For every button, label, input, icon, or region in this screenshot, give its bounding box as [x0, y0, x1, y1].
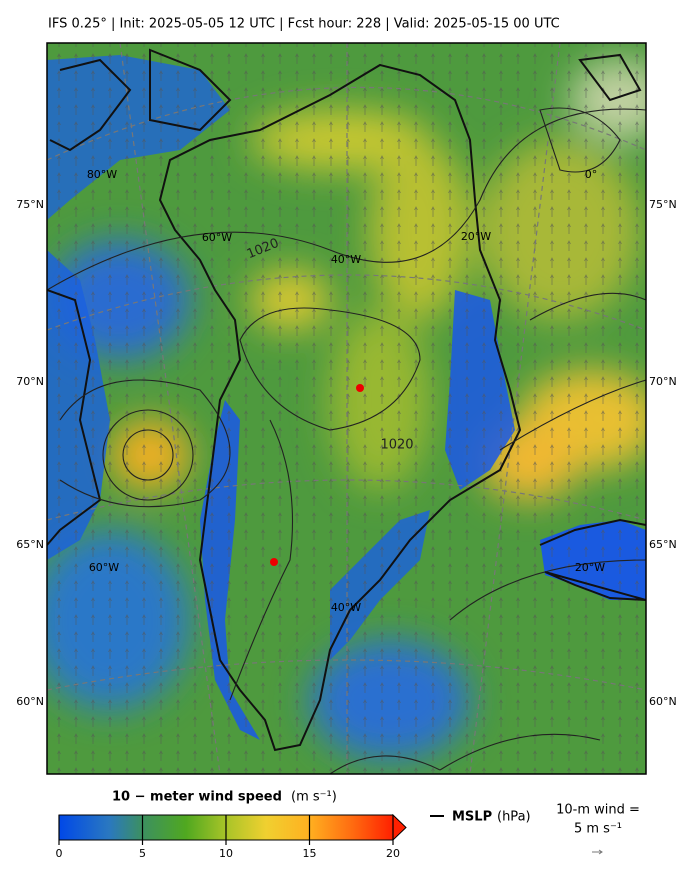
lon-label: 20°W: [461, 230, 491, 243]
lat-label: 60°N: [649, 695, 677, 708]
colorbar-tick-label: 5: [139, 847, 146, 860]
lat-label: 75°N: [16, 198, 44, 211]
colorbar-extend: [392, 813, 407, 842]
contour-label: 1020: [380, 438, 413, 453]
colorbar-tick-label: 15: [303, 847, 317, 860]
mslp-unit: (hPa): [497, 810, 531, 825]
lat-label: 65°N: [16, 538, 44, 551]
colorbar-tick-label: 10: [219, 847, 233, 860]
lon-label: 40°W: [331, 253, 361, 266]
lon-label: 40°W: [331, 601, 361, 614]
header-title: IFS 0.25° | Init: 2025-05-05 12 UTC | Fc…: [48, 17, 560, 32]
mslp-label: MSLP: [452, 810, 492, 825]
colorbar-label: 10 − meter wind speed: [112, 790, 282, 805]
colorbar-unit: (m s⁻¹): [291, 790, 337, 805]
wind-legend-scale: 5 m s⁻¹: [574, 822, 622, 837]
colorbar-tick-label: 0: [56, 847, 63, 860]
lon-label: 60°W: [202, 231, 232, 244]
wind-legend-label: 10-m wind =: [556, 803, 640, 818]
lat-label: 70°N: [16, 375, 44, 388]
lon-label: 80°W: [87, 168, 117, 181]
lat-label: 60°N: [16, 695, 44, 708]
lat-label: 70°N: [649, 375, 677, 388]
lat-label: 65°N: [649, 538, 677, 551]
colorbar-tick-label: 20: [386, 847, 400, 860]
lon-label: 0°: [585, 168, 598, 181]
map: [47, 43, 646, 774]
map-frame: [46, 42, 647, 775]
lon-label: 20°W: [575, 561, 605, 574]
lat-label: 75°N: [649, 198, 677, 211]
lon-label: 60°W: [89, 561, 119, 574]
wind-legend-arrow: [592, 849, 603, 855]
